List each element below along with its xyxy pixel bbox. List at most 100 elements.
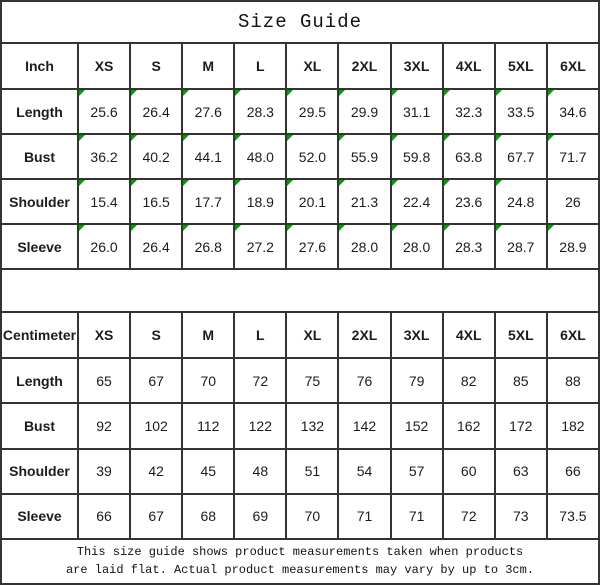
green-corner-marker-icon bbox=[340, 91, 346, 97]
cell-centimeter-length-xs: 65 bbox=[76, 357, 132, 405]
inch-table-body: Inch XS S M L XL 2XL 3XL 4XL 5XL 6XL Length 25.6 26.4… bbox=[0, 41, 600, 271]
table-row: Centimeter XS S M L XL 2XL 3XL 4XL 5XL 6XL bbox=[0, 311, 600, 360]
size-header-5xl: 5XL bbox=[493, 41, 548, 91]
cell-inch-sleeve-xs: 26.0 bbox=[76, 223, 132, 271]
green-corner-marker-icon bbox=[496, 181, 502, 187]
cell-centimeter-length-l: 72 bbox=[233, 357, 288, 405]
cell-inch-sleeve-l: 27.2 bbox=[233, 223, 288, 271]
cell-centimeter-sleeve-4xl: 72 bbox=[441, 492, 496, 540]
cell-inch-length-5xl: 33.5 bbox=[493, 88, 548, 136]
cell-centimeter-sleeve-l: 69 bbox=[233, 492, 288, 540]
green-corner-marker-icon bbox=[444, 91, 450, 97]
cell-centimeter-bust-s: 102 bbox=[129, 402, 184, 450]
cell-inch-sleeve-xl: 27.6 bbox=[285, 223, 340, 271]
cell-inch-bust-xl: 52.0 bbox=[285, 133, 340, 181]
green-corner-marker-icon bbox=[496, 226, 502, 232]
green-corner-marker-icon bbox=[340, 181, 346, 187]
green-corner-marker-icon bbox=[132, 91, 138, 97]
cell-centimeter-shoulder-5xl: 63 bbox=[493, 447, 548, 495]
cell-inch-length-2xl: 29.9 bbox=[337, 88, 392, 136]
row-label-length: Length bbox=[0, 357, 79, 405]
table-row: Inch XS S M L XL 2XL 3XL 4XL 5XL 6XL bbox=[0, 41, 600, 91]
cell-centimeter-length-m: 70 bbox=[181, 357, 236, 405]
green-corner-marker-icon bbox=[288, 226, 294, 232]
unit-header-centimeter: Centimeter bbox=[0, 311, 79, 360]
title-row: Size Guide bbox=[0, 0, 600, 44]
size-header-xs: XS bbox=[76, 311, 132, 360]
gap-cell bbox=[0, 268, 600, 314]
size-header-xl: XL bbox=[285, 41, 340, 91]
row-label-sleeve: Sleeve bbox=[0, 492, 79, 540]
row-label-shoulder: Shoulder bbox=[0, 178, 79, 226]
cell-centimeter-sleeve-xs: 66 bbox=[76, 492, 132, 540]
cell-inch-length-3xl: 31.1 bbox=[389, 88, 444, 136]
green-corner-marker-icon bbox=[80, 136, 85, 142]
cell-centimeter-bust-5xl: 172 bbox=[493, 402, 548, 450]
cell-centimeter-bust-6xl: 182 bbox=[545, 402, 600, 450]
cell-centimeter-length-5xl: 85 bbox=[493, 357, 548, 405]
green-corner-marker-icon bbox=[288, 181, 294, 187]
table-row: Length 65 67 70 72 75 76 79 82 85 88 bbox=[0, 357, 600, 405]
size-header-l: L bbox=[233, 41, 288, 91]
cell-inch-length-6xl: 34.6 bbox=[545, 88, 600, 136]
cell-inch-bust-m: 44.1 bbox=[181, 133, 236, 181]
green-corner-marker-icon bbox=[288, 91, 294, 97]
cell-centimeter-bust-xs: 92 bbox=[76, 402, 132, 450]
green-corner-marker-icon bbox=[392, 181, 398, 187]
size-header-s: S bbox=[129, 311, 184, 360]
cell-inch-shoulder-xl: 20.1 bbox=[285, 178, 340, 226]
cell-centimeter-shoulder-xs: 39 bbox=[76, 447, 132, 495]
green-corner-marker-icon bbox=[392, 136, 398, 142]
size-header-4xl: 4XL bbox=[441, 311, 496, 360]
table-row: Length 25.6 26.4 27.6 28.3 29.5 29.9 31.1 32.3 33… bbox=[0, 88, 600, 136]
size-header-m: M bbox=[181, 311, 236, 360]
green-corner-marker-icon bbox=[288, 136, 294, 142]
cell-centimeter-sleeve-s: 67 bbox=[129, 492, 184, 540]
green-corner-marker-icon bbox=[392, 226, 398, 232]
green-corner-marker-icon bbox=[340, 226, 346, 232]
cell-inch-shoulder-l: 18.9 bbox=[233, 178, 288, 226]
cell-inch-sleeve-3xl: 28.0 bbox=[389, 223, 444, 271]
footer-note-line2: are laid flat. Actual product measuremen… bbox=[65, 563, 535, 578]
row-label-length: Length bbox=[0, 88, 79, 136]
green-corner-marker-icon bbox=[184, 226, 190, 232]
cell-inch-sleeve-4xl: 28.3 bbox=[441, 223, 496, 271]
table-row: Shoulder 39 42 45 48 51 54 57 60 63 66 bbox=[0, 447, 600, 495]
green-corner-marker-icon bbox=[236, 91, 242, 97]
cell-inch-bust-s: 40.2 bbox=[129, 133, 184, 181]
green-corner-marker-icon bbox=[132, 136, 138, 142]
size-header-5xl: 5XL bbox=[493, 311, 548, 360]
size-header-s: S bbox=[129, 41, 184, 91]
cell-centimeter-length-3xl: 79 bbox=[389, 357, 444, 405]
cell-centimeter-shoulder-3xl: 57 bbox=[389, 447, 444, 495]
size-header-2xl: 2XL bbox=[337, 41, 392, 91]
cell-inch-shoulder-4xl: 23.6 bbox=[441, 178, 496, 226]
row-label-bust: Bust bbox=[0, 402, 79, 450]
cell-inch-shoulder-2xl: 21.3 bbox=[337, 178, 392, 226]
cell-inch-shoulder-s: 16.5 bbox=[129, 178, 184, 226]
size-header-2xl: 2XL bbox=[337, 311, 392, 360]
size-header-6xl: 6XL bbox=[545, 311, 600, 360]
table-row: Sleeve 26.0 26.4 26.8 27.2 27.6 28.0 28.0 28.3 28… bbox=[0, 223, 600, 271]
cell-inch-bust-5xl: 67.7 bbox=[493, 133, 548, 181]
cell-inch-shoulder-m: 17.7 bbox=[181, 178, 236, 226]
green-corner-marker-icon bbox=[548, 91, 554, 97]
footer-row: This size guide shows product measuremen… bbox=[0, 537, 600, 585]
green-corner-marker-icon bbox=[496, 136, 502, 142]
table-row: Shoulder 15.4 16.5 17.7 18.9 20.1 21.3 22.4 23.6… bbox=[0, 178, 600, 226]
green-corner-marker-icon bbox=[444, 136, 450, 142]
cell-centimeter-shoulder-6xl: 66 bbox=[545, 447, 600, 495]
cell-inch-sleeve-5xl: 28.7 bbox=[493, 223, 548, 271]
cell-inch-sleeve-2xl: 28.0 bbox=[337, 223, 392, 271]
table-row: Bust 36.2 40.2 44.1 48.0 52.0 55.9 59.8 63.8 67.7… bbox=[0, 133, 600, 181]
size-header-4xl: 4XL bbox=[441, 41, 496, 91]
cell-centimeter-sleeve-m: 68 bbox=[181, 492, 236, 540]
green-corner-marker-icon bbox=[340, 136, 346, 142]
cell-inch-sleeve-6xl: 28.9 bbox=[545, 223, 600, 271]
cell-centimeter-shoulder-xl: 51 bbox=[285, 447, 340, 495]
cell-centimeter-length-6xl: 88 bbox=[545, 357, 600, 405]
cell-centimeter-shoulder-s: 42 bbox=[129, 447, 184, 495]
cell-centimeter-bust-2xl: 142 bbox=[337, 402, 392, 450]
